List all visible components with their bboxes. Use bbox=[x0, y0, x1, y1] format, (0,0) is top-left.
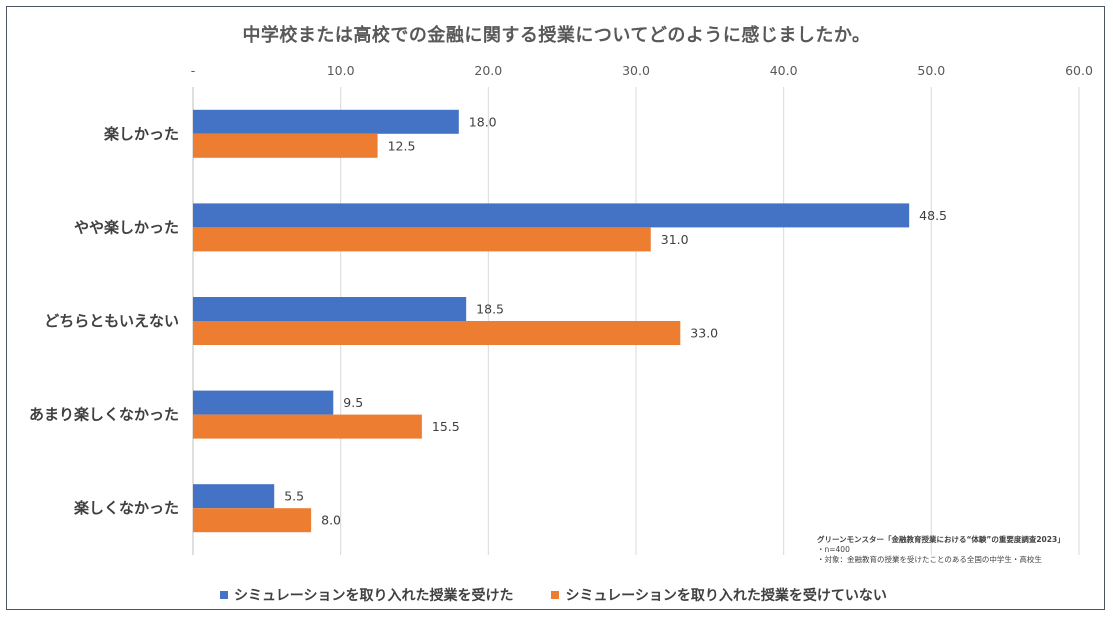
bar-no-simulation bbox=[193, 508, 312, 533]
data-label: 33.0 bbox=[690, 326, 718, 341]
category-label: やや楽しかった bbox=[74, 218, 179, 236]
data-label: 12.5 bbox=[388, 138, 416, 153]
tick-label-10: 10.0 bbox=[327, 63, 355, 78]
bar-no-simulation bbox=[193, 414, 422, 439]
tick-label-30: 30.0 bbox=[622, 63, 650, 78]
legend: シミュレーションを取り入れた授業を受けた シミュレーションを取り入れた授業を受け… bbox=[220, 585, 887, 605]
tick-label-0: - bbox=[191, 63, 196, 78]
chart-frame: 中学校または高校での金融に関する授業についてどのように感じましたか。 - 10.0… bbox=[6, 6, 1105, 610]
category-label: 楽しくなかった bbox=[74, 499, 179, 517]
data-label: 31.0 bbox=[661, 232, 689, 247]
bar-simulation bbox=[193, 484, 275, 509]
bar-chart: - 10.0 20.0 30.0 40.0 50.0 60.0 楽しかったやや楽しかったどち… bbox=[29, 63, 1093, 555]
legend-label-simulation: シミュレーションを取り入れた授業を受けた bbox=[234, 588, 514, 604]
category-label: あまり楽しくなかった bbox=[29, 406, 179, 424]
bar-simulation bbox=[193, 297, 467, 321]
data-labels: 18.0 12.5 48.5 31.0 18.5 33.0 9.5 15.5 5.5 8.0 bbox=[284, 114, 947, 527]
bars bbox=[193, 109, 910, 533]
tick-label-50: 50.0 bbox=[917, 63, 945, 78]
data-label: 9.5 bbox=[343, 395, 363, 410]
category-label: どちらともいえない bbox=[44, 312, 179, 330]
tick-label-40: 40.0 bbox=[770, 63, 798, 78]
tick-labels: - 10.0 20.0 30.0 40.0 50.0 60.0 bbox=[191, 63, 1093, 78]
legend-swatch-blue bbox=[220, 591, 228, 599]
data-label: 18.5 bbox=[476, 302, 504, 317]
data-label: 15.5 bbox=[432, 419, 460, 434]
data-label: 48.5 bbox=[919, 208, 947, 223]
source-note: グリーンモンスター「金融教育授業における“体験”の重要度調査2023」 ・n=4… bbox=[817, 535, 1065, 565]
data-label: 8.0 bbox=[321, 513, 341, 528]
source-target: ・対象：金融教育の授業を受けたことのある全国の中学生・高校生 bbox=[817, 555, 1042, 564]
source-title: グリーンモンスター「金融教育授業における“体験”の重要度調査2023」 bbox=[817, 535, 1065, 544]
category-label: 楽しかった bbox=[104, 125, 179, 143]
bar-simulation bbox=[193, 203, 910, 228]
legend-swatch-orange bbox=[551, 591, 560, 599]
source-sample: ・n=400 bbox=[817, 545, 850, 554]
bar-simulation bbox=[193, 109, 459, 134]
tick-label-20: 20.0 bbox=[474, 63, 502, 78]
bar-no-simulation bbox=[193, 227, 651, 252]
legend-item-simulation: シミュレーションを取り入れた授業を受けた bbox=[220, 585, 513, 605]
legend-label-no-simulation: シミュレーションを取り入れた授業を受けていない bbox=[565, 588, 887, 604]
data-label: 5.5 bbox=[284, 489, 304, 504]
chart-title: 中学校または高校での金融に関する授業についてどのように感じましたか。 bbox=[242, 25, 871, 46]
bar-simulation bbox=[193, 390, 334, 415]
legend-item-no-simulation: シミュレーションを取り入れた授業を受けていない bbox=[551, 585, 887, 605]
data-label: 18.0 bbox=[469, 114, 497, 129]
bar-no-simulation bbox=[193, 133, 378, 158]
bar-no-simulation bbox=[193, 321, 681, 345]
tick-label-60: 60.0 bbox=[1065, 63, 1093, 78]
